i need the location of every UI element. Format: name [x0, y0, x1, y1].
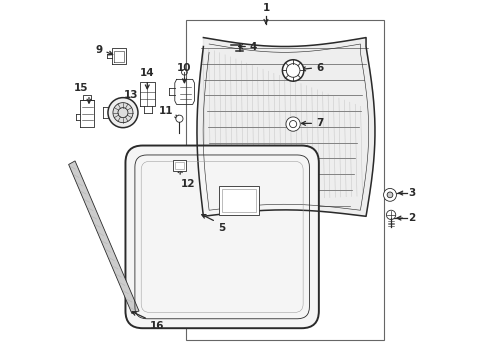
- Text: 6: 6: [315, 63, 323, 73]
- Text: 15: 15: [73, 83, 88, 93]
- Text: 16: 16: [149, 321, 164, 331]
- Circle shape: [108, 98, 138, 128]
- Bar: [173, 160, 185, 171]
- Circle shape: [386, 210, 395, 220]
- Circle shape: [285, 117, 300, 131]
- Text: 7: 7: [315, 118, 323, 129]
- Polygon shape: [197, 37, 374, 216]
- Text: 5: 5: [217, 223, 224, 233]
- Text: 10: 10: [177, 63, 191, 73]
- Circle shape: [282, 60, 303, 81]
- Bar: [222, 189, 255, 212]
- Circle shape: [383, 188, 396, 201]
- Text: 3: 3: [407, 188, 415, 198]
- Text: 2: 2: [407, 213, 415, 223]
- Text: 8: 8: [251, 202, 258, 212]
- Text: 12: 12: [181, 179, 195, 189]
- Text: 14: 14: [140, 68, 154, 78]
- Text: 11: 11: [158, 106, 173, 116]
- Bar: [175, 162, 183, 169]
- Text: 1: 1: [262, 3, 269, 13]
- Bar: [185, 20, 383, 339]
- Circle shape: [113, 103, 133, 123]
- FancyBboxPatch shape: [125, 145, 318, 328]
- Text: 13: 13: [123, 90, 138, 100]
- Circle shape: [386, 192, 392, 198]
- Circle shape: [176, 115, 183, 122]
- Text: 4: 4: [249, 41, 257, 51]
- Polygon shape: [68, 161, 139, 314]
- Text: 9: 9: [95, 45, 102, 55]
- Bar: [219, 186, 258, 215]
